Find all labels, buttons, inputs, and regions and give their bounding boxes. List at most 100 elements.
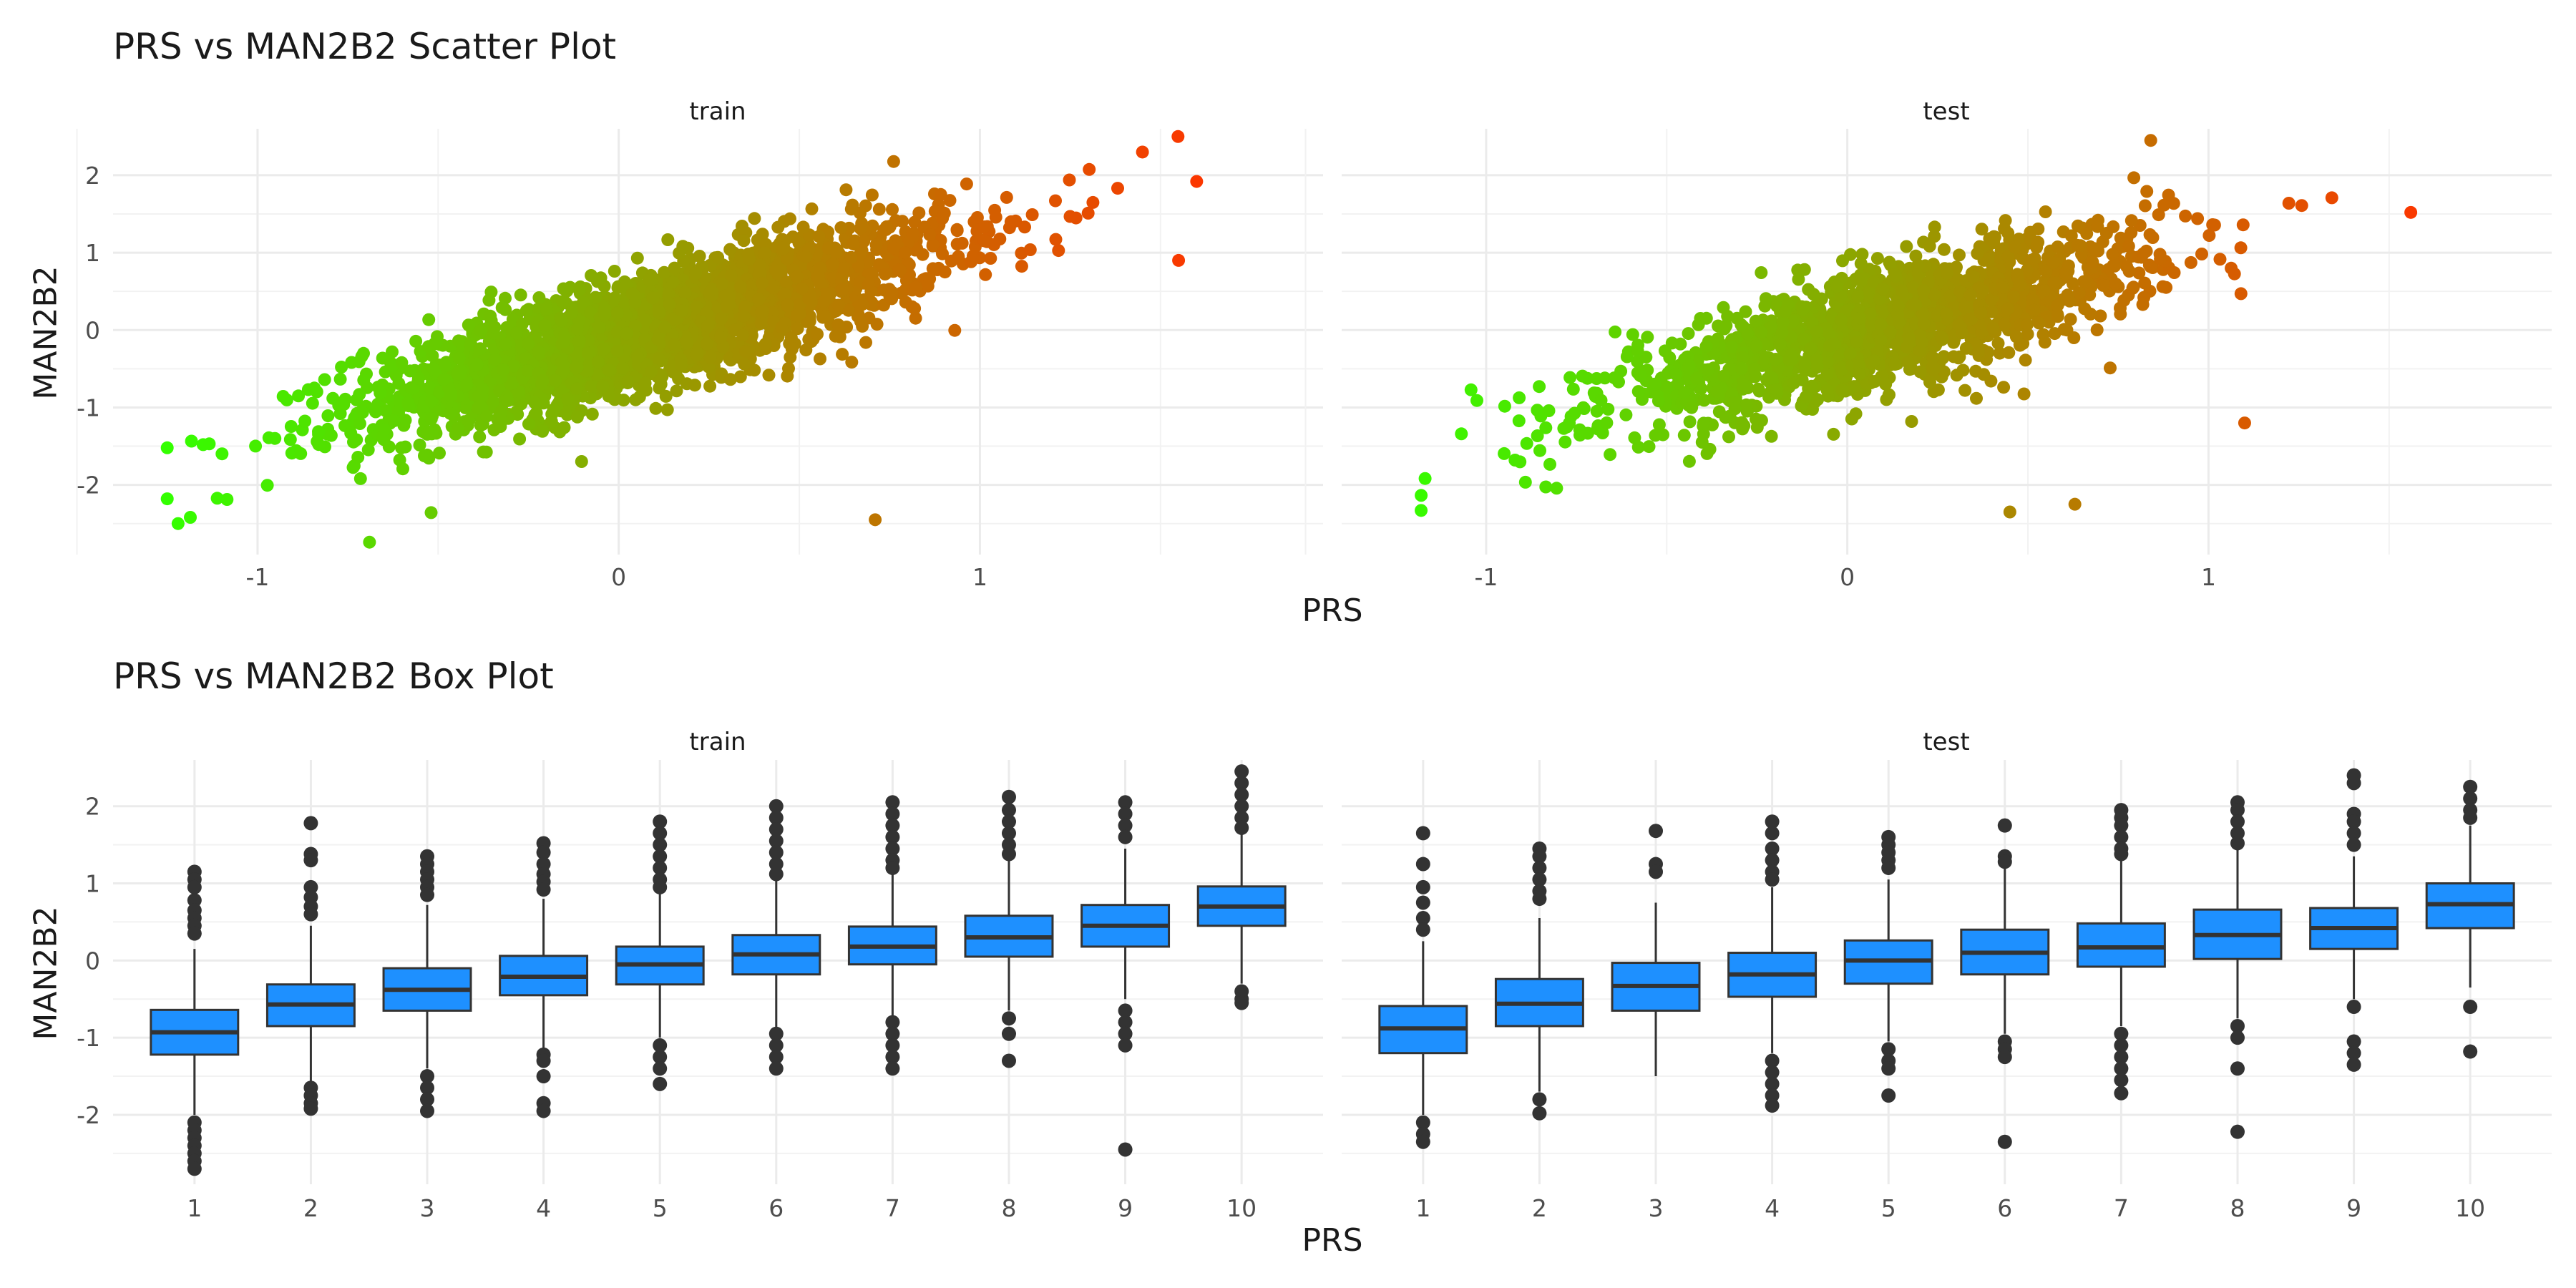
scatter-point bbox=[444, 406, 457, 420]
outlier-point bbox=[1415, 826, 1430, 841]
outlier-point bbox=[1118, 795, 1133, 810]
scatter-point bbox=[921, 279, 935, 293]
outlier-point bbox=[2114, 829, 2129, 844]
scatter-point bbox=[1634, 369, 1648, 383]
scatter-point bbox=[934, 187, 947, 201]
scatter-point bbox=[723, 373, 737, 386]
scatter-point bbox=[1911, 258, 1925, 272]
scatter-point bbox=[1834, 313, 1848, 327]
outlier-point bbox=[1118, 818, 1133, 833]
scatter-point bbox=[620, 327, 633, 341]
scatter-point bbox=[438, 358, 452, 372]
scatter-point bbox=[2152, 208, 2165, 222]
scatter-point bbox=[896, 215, 909, 228]
scatter-point bbox=[1735, 361, 1748, 375]
scatter-point bbox=[1577, 402, 1591, 415]
scatter-point bbox=[690, 348, 703, 361]
box-3 bbox=[382, 849, 472, 1118]
x-tick-label: 3 bbox=[1649, 1194, 1664, 1222]
scatter-point bbox=[2138, 276, 2152, 290]
box-1 bbox=[150, 864, 240, 1176]
scatter-point bbox=[333, 407, 347, 420]
scatter-point bbox=[1000, 190, 1013, 204]
scatter-point bbox=[1952, 318, 1966, 331]
scatter-point bbox=[869, 513, 882, 527]
scatter-point bbox=[2126, 281, 2140, 295]
scatter-point bbox=[1820, 355, 1834, 369]
scatter-point bbox=[737, 309, 751, 323]
scatter-point bbox=[644, 365, 658, 379]
outlier-point bbox=[1415, 857, 1430, 872]
scatter-point bbox=[528, 396, 542, 409]
scatter-point bbox=[1983, 232, 1996, 245]
scatter-point bbox=[1598, 371, 1611, 385]
scatter-point bbox=[1025, 208, 1039, 221]
outlier-point bbox=[885, 841, 900, 856]
scatter-point bbox=[2202, 229, 2216, 242]
scatter-point bbox=[1950, 369, 1963, 382]
x-tick-label: 1 bbox=[972, 563, 987, 591]
scatter-point bbox=[363, 535, 376, 549]
scatter-point bbox=[351, 451, 365, 464]
scatter-point bbox=[610, 344, 624, 358]
scatter-point bbox=[758, 338, 772, 351]
scatter-point bbox=[2109, 277, 2122, 291]
scatter-point bbox=[1796, 303, 1810, 316]
outlier-point bbox=[769, 1038, 784, 1053]
scatter-point bbox=[369, 405, 382, 419]
scatter-point bbox=[661, 233, 675, 246]
scatter-point bbox=[532, 291, 546, 304]
scatter-point bbox=[2039, 265, 2053, 278]
outlier-point bbox=[885, 1061, 900, 1076]
scatter-point bbox=[668, 338, 681, 351]
scatter-point bbox=[703, 379, 717, 393]
scatter-point bbox=[292, 389, 306, 403]
outlier-point bbox=[1118, 1038, 1133, 1053]
scatter-point bbox=[1810, 325, 1823, 338]
outlier-point bbox=[1997, 1134, 2012, 1149]
scatter-point bbox=[616, 361, 630, 375]
scatter-point bbox=[1975, 223, 1989, 236]
outlier-point bbox=[2114, 1026, 2129, 1041]
scatter-point bbox=[561, 392, 575, 406]
scatter-point bbox=[844, 203, 858, 216]
box-5 bbox=[1843, 829, 1933, 1103]
outlier-point bbox=[536, 1053, 551, 1068]
box-6 bbox=[731, 799, 821, 1076]
scatter-point bbox=[1874, 333, 1888, 346]
scatter-point bbox=[836, 348, 849, 361]
scatter-point bbox=[1966, 270, 1980, 283]
box-plot-title: PRS vs MAN2B2 Box Plot bbox=[113, 655, 554, 697]
outlier-point bbox=[769, 799, 784, 814]
box-x-axis-label: PRS bbox=[1302, 1222, 1363, 1259]
scatter-point bbox=[909, 311, 922, 325]
scatter-point bbox=[1850, 335, 1863, 348]
y-tick-label: 2 bbox=[85, 793, 100, 821]
scatter-point bbox=[540, 303, 553, 316]
outlier-point bbox=[1765, 814, 1780, 829]
scatter-point bbox=[509, 326, 523, 340]
x-tick-label: 0 bbox=[611, 563, 626, 591]
scatter-point bbox=[700, 337, 713, 351]
scatter-point bbox=[1807, 288, 1820, 301]
scatter-point bbox=[1836, 254, 1849, 268]
scatter-point bbox=[1604, 448, 1617, 462]
scatter-point bbox=[1648, 377, 1662, 391]
scatter-point bbox=[1652, 418, 1666, 431]
scatter-point bbox=[602, 364, 615, 377]
scatter-point bbox=[451, 367, 464, 381]
outlier-point bbox=[1001, 789, 1016, 804]
box-4 bbox=[1727, 814, 1818, 1113]
scatter-point bbox=[754, 306, 768, 319]
scatter-point bbox=[1590, 404, 1604, 418]
scatter-point bbox=[594, 271, 608, 285]
outlier-point bbox=[187, 926, 202, 941]
scatter-point bbox=[1576, 369, 1589, 383]
scatter-point bbox=[428, 337, 441, 351]
scatter-point bbox=[379, 404, 393, 417]
scatter-point bbox=[1649, 429, 1662, 442]
scatter-point bbox=[444, 389, 458, 403]
scatter-point bbox=[2213, 253, 2227, 266]
scatter-point bbox=[2234, 241, 2248, 255]
outlier-point bbox=[1234, 820, 1249, 835]
